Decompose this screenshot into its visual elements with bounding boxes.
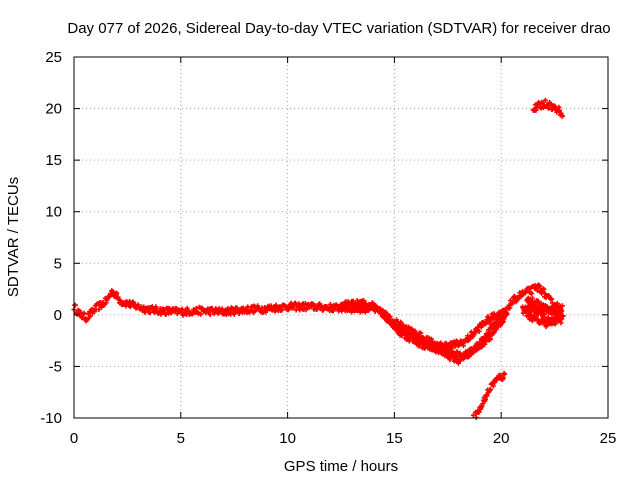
data-point xyxy=(87,313,93,319)
data-point xyxy=(528,312,534,318)
data-point xyxy=(502,371,508,377)
data-point xyxy=(488,336,494,342)
x-tick-label: 15 xyxy=(386,430,403,447)
x-tick-label: 0 xyxy=(70,430,78,447)
data-point xyxy=(153,304,159,310)
data-point xyxy=(542,97,548,103)
y-axis-label: SDTVAR / TECUs xyxy=(5,177,22,297)
x-tick-label: 25 xyxy=(600,430,617,447)
data-point xyxy=(502,313,508,319)
y-tick-label: 25 xyxy=(45,49,62,66)
data-point xyxy=(484,393,490,399)
data-point xyxy=(207,312,213,318)
data-point xyxy=(347,305,353,311)
data-point xyxy=(559,113,565,119)
series-bottom-arc xyxy=(470,370,508,421)
data-point xyxy=(198,311,204,317)
y-tick-label: 10 xyxy=(45,204,62,221)
data-point xyxy=(418,330,424,336)
data-point xyxy=(546,105,552,111)
data-point xyxy=(460,343,466,349)
data-point xyxy=(296,301,302,307)
data-point xyxy=(81,310,87,316)
chart-title: Day 077 of 2026, Sidereal Day-to-day VTE… xyxy=(67,20,610,37)
data-point xyxy=(457,358,463,364)
data-point xyxy=(437,342,443,348)
y-tick-label: -5 xyxy=(49,358,62,375)
y-tick-labels: 25 20 15 10 5 0 -5 -10 xyxy=(40,49,62,427)
x-tick-label: 5 xyxy=(177,430,185,447)
x-tick-label: 20 xyxy=(493,430,510,447)
y-tick-label: 20 xyxy=(45,101,62,118)
data-point xyxy=(529,290,535,296)
data-point xyxy=(470,412,476,418)
data-point xyxy=(507,305,513,311)
data-point xyxy=(538,301,544,307)
y-tick-label: 5 xyxy=(54,255,62,272)
data-point xyxy=(163,311,169,317)
series-late-evening-cluster xyxy=(505,282,566,330)
series-main-band xyxy=(71,288,510,366)
data-point xyxy=(557,107,563,113)
data-point xyxy=(96,307,102,312)
y-tick-label: -10 xyxy=(40,410,62,427)
data-point xyxy=(488,387,494,393)
y-tick-label: 15 xyxy=(45,152,62,169)
data-point xyxy=(559,308,565,314)
data-point xyxy=(447,357,453,363)
x-tick-label: 10 xyxy=(279,430,296,447)
data-point xyxy=(476,409,482,415)
series-secondary-band-lower xyxy=(381,313,508,361)
data-point xyxy=(483,396,489,402)
data-point xyxy=(500,375,506,381)
data-points xyxy=(71,97,566,421)
data-point xyxy=(279,307,285,313)
data-point xyxy=(533,306,539,312)
grid-lines xyxy=(74,57,608,418)
series-top-arc xyxy=(530,97,565,119)
data-point xyxy=(398,319,404,325)
x-tick-labels: 0 5 10 15 20 25 xyxy=(70,430,617,447)
data-point xyxy=(147,310,153,316)
data-point xyxy=(541,287,547,293)
axis-ticks xyxy=(73,56,609,419)
data-point xyxy=(443,350,449,356)
data-point xyxy=(510,300,516,306)
data-point xyxy=(559,303,565,309)
data-point xyxy=(114,290,120,296)
y-tick-label: 0 xyxy=(54,307,62,324)
data-point xyxy=(354,297,360,303)
data-point xyxy=(542,311,548,317)
data-point xyxy=(387,314,393,320)
x-axis-label: GPS time / hours xyxy=(284,458,398,475)
plot-frame xyxy=(73,56,609,419)
data-point xyxy=(476,328,482,334)
data-point xyxy=(512,293,518,299)
data-point xyxy=(535,288,541,294)
